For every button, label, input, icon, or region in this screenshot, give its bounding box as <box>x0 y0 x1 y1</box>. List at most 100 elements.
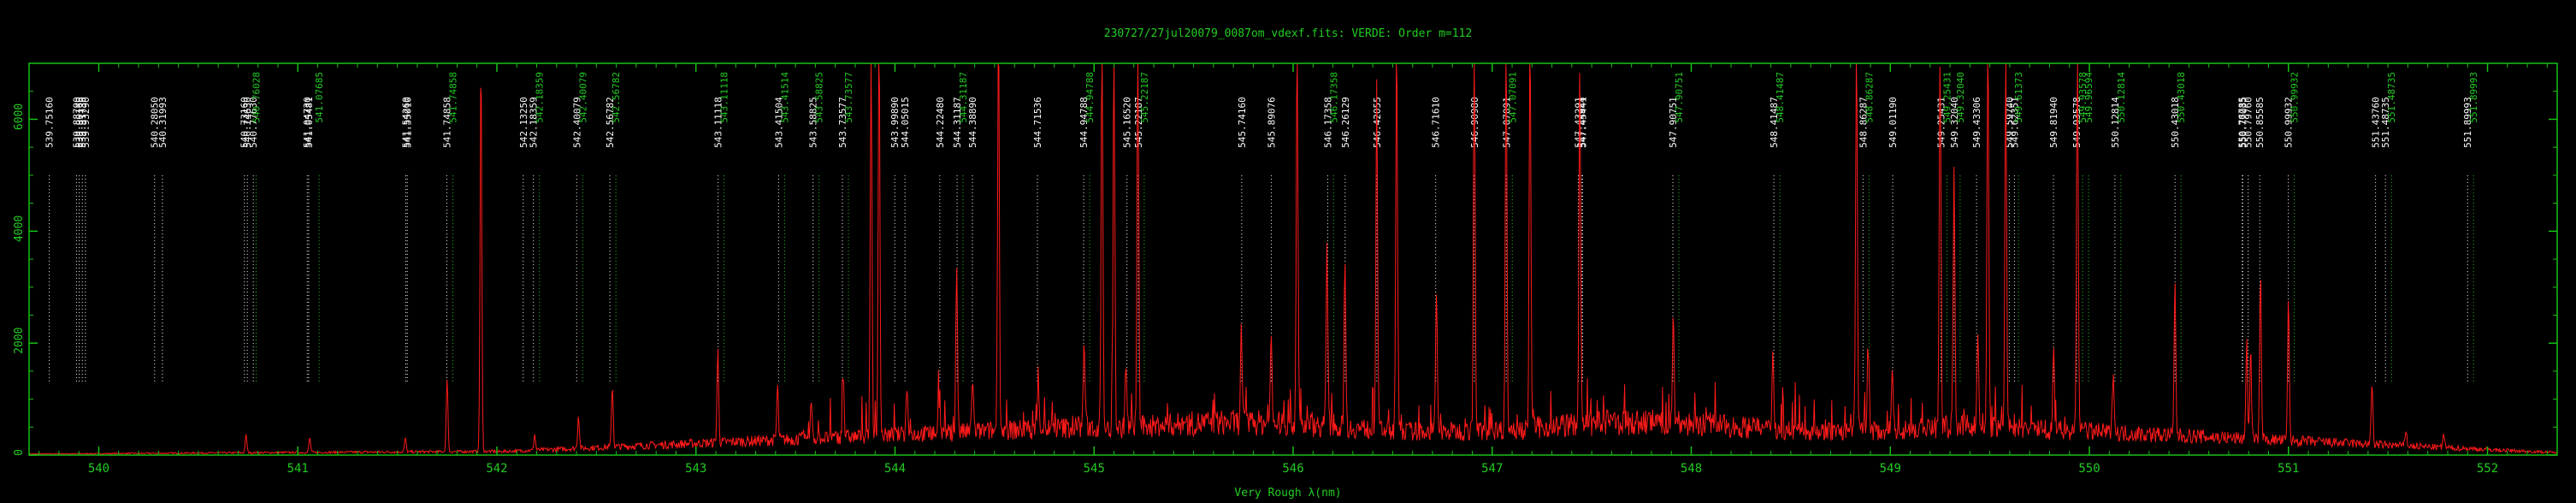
line-id-label: 550.43018 <box>2170 97 2181 148</box>
line-id-label: 542.13250 <box>518 97 529 148</box>
line-id-label: 543.73577 <box>837 97 848 148</box>
line-id-label: 539.88790 <box>71 97 82 148</box>
line-id-label: 542.18359 <box>529 97 540 148</box>
line-id-label: 551.48735 <box>2386 72 2397 123</box>
line-id-label: 550.85585 <box>2254 97 2266 148</box>
line-id-label: 550.99932 <box>2284 97 2295 148</box>
line-id-label: 540.74630 <box>242 97 253 148</box>
line-id-label: 547.07091 <box>1507 72 1518 123</box>
line-id-label: 546.17358 <box>1328 72 1339 123</box>
line-id-label: 546.26129 <box>1340 97 1351 148</box>
line-id-label: 543.99890 <box>889 97 901 148</box>
line-id-label: 539.91730 <box>77 97 88 148</box>
line-id-label: 549.62351 <box>2009 97 2020 148</box>
line-id-label: 549.61373 <box>2013 72 2024 123</box>
line-id-label: 543.41504 <box>773 97 784 148</box>
line-id-label: 548.86287 <box>1858 97 1869 148</box>
line-id-label: 549.25431 <box>1935 97 1947 148</box>
line-id-label: 543.11118 <box>713 97 724 148</box>
line-id-label: 544.22480 <box>935 97 946 148</box>
line-id-label: 549.96594 <box>2083 72 2094 123</box>
line-id-label: 550.43018 <box>2176 72 2187 123</box>
line-id-label: 550.12814 <box>2110 97 2121 148</box>
spectrum-series <box>28 62 2558 455</box>
line-id-label: 543.41514 <box>779 72 790 123</box>
line-id-label: 542.56782 <box>605 97 616 148</box>
line-id-label: 549.32040 <box>1949 97 1960 148</box>
line-id-label: 541.07685 <box>314 72 325 123</box>
line-id-label: 549.43306 <box>1971 97 1982 148</box>
x-tick-label: 548 <box>1681 462 1702 476</box>
line-id-label: 541.04730 <box>302 97 313 148</box>
line-id-label: 545.16520 <box>1122 97 1133 148</box>
x-tick-label: 541 <box>287 462 309 476</box>
spectrum-line <box>28 62 2558 455</box>
y-tick-label: 2000 <box>13 327 26 353</box>
line-id-label: 543.11118 <box>719 72 730 123</box>
line-id-label: 550.76785 <box>2237 97 2248 148</box>
y-axis-ticks: 0 2000 4000 6000 <box>13 91 2557 456</box>
line-id-label: 549.32040 <box>1955 72 1966 123</box>
line-id-label: 547.43291 <box>1574 97 1585 148</box>
line-id-label: 549.59740 <box>2004 97 2015 148</box>
line-id-label: 545.89076 <box>1267 97 1278 148</box>
line-id-label: 539.75160 <box>44 97 56 148</box>
line-id-label: 546.71610 <box>1431 97 1442 148</box>
line-id-label: 544.94788 <box>1078 97 1090 148</box>
line-id-label: 544.31187 <box>952 97 963 148</box>
x-tick-label: 547 <box>1481 462 1503 476</box>
chart-title: 230727/27jul20079_0087om_vdexf.fits: VER… <box>1104 27 1472 40</box>
x-tick-label: 543 <box>685 462 706 476</box>
line-id-label: 544.31187 <box>958 72 969 123</box>
line-id-label: 540.73160 <box>239 97 251 148</box>
line-id-label: 544.71536 <box>1032 97 1043 148</box>
line-id-label: 548.41487 <box>1769 97 1780 148</box>
line-id-labels: 539.75160 539.88790539.90160539.91730539.… <box>44 72 2479 382</box>
line-id-label: 540.76028 <box>251 72 262 123</box>
line-id-label: 542.18359 <box>535 72 546 123</box>
line-id-label: 549.25431 <box>1941 72 1953 123</box>
line-id-label: 551.89993 <box>2468 72 2479 123</box>
line-id-label: 539.93290 <box>80 97 92 148</box>
line-id-label: 541.74858 <box>447 72 458 123</box>
line-id-label: 549.93578 <box>2077 72 2089 123</box>
line-id-label: 550.99932 <box>2289 72 2301 123</box>
line-id-label: 542.56782 <box>611 72 622 123</box>
line-id-label: 545.22187 <box>1139 72 1150 123</box>
line-id-label: 550.12814 <box>2116 72 2127 123</box>
x-axis-label: Very Rough λ(nm) <box>1234 487 1341 500</box>
line-id-label: 543.58825 <box>814 72 825 123</box>
x-tick-label: 544 <box>884 462 906 476</box>
x-tick-label: 546 <box>1282 462 1303 476</box>
x-tick-label: 549 <box>1880 462 1901 476</box>
x-tick-label: 552 <box>2477 462 2498 476</box>
line-id-label: 541.55010 <box>402 97 413 148</box>
line-id-label: 551.89993 <box>2462 97 2473 148</box>
line-id-label: 540.28050 <box>150 97 161 148</box>
line-id-label: 541.74858 <box>441 97 452 148</box>
x-tick-label: 551 <box>2278 462 2299 476</box>
line-id-label: 546.17358 <box>1322 97 1333 148</box>
line-id-label: 547.90751 <box>1674 72 1685 123</box>
x-tick-label: 542 <box>486 462 507 476</box>
x-tick-label: 550 <box>2078 462 2100 476</box>
line-id-label: 542.40079 <box>571 97 582 148</box>
line-id-label: 549.01190 <box>1888 97 1899 148</box>
line-id-label: 544.38890 <box>967 97 978 148</box>
x-axis-ticks: 540 541 542 543 544 545 546 547 548 549 550 551 552 <box>38 63 2548 476</box>
line-id-label: 541.54260 <box>401 97 412 148</box>
line-id-label: 542.40079 <box>577 72 588 123</box>
line-id-label: 547.90751 <box>1668 97 1679 148</box>
line-id-label: 539.90160 <box>74 97 86 148</box>
line-id-label: 544.94788 <box>1084 72 1096 123</box>
line-id-label: 545.74160 <box>1237 97 1248 148</box>
y-tick-label: 4000 <box>13 216 26 242</box>
line-id-label: 548.41487 <box>1775 72 1786 123</box>
x-tick-label: 540 <box>88 462 109 476</box>
line-id-label: 550.77035 <box>2237 97 2248 148</box>
line-id-label: 549.81940 <box>2048 97 2059 148</box>
line-id-label: 548.86287 <box>1864 72 1875 123</box>
y-tick-label: 0 <box>13 449 26 456</box>
x-tick-label: 545 <box>1084 462 1105 476</box>
